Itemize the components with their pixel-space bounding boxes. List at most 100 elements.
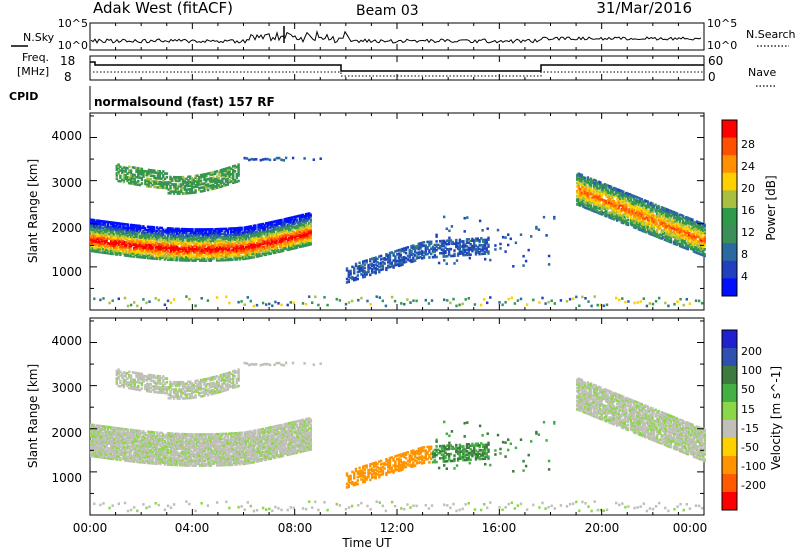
echo-cell: [469, 253, 471, 256]
echo-cell: [522, 255, 524, 258]
echo-cell: [153, 226, 155, 229]
echo-cell: [302, 302, 304, 305]
echo-cell: [627, 222, 629, 225]
echo-cell: [627, 219, 629, 222]
sky-tick-top: 10^5: [58, 17, 88, 30]
echo-cell: [269, 159, 271, 162]
echo-cell: [474, 303, 476, 306]
echo-cell: [234, 170, 236, 173]
echo-cell: [145, 302, 147, 305]
echo-cell: [599, 181, 601, 184]
echo-cell: [624, 301, 626, 304]
echo-cell: [194, 189, 196, 192]
echo-cell: [313, 158, 315, 161]
power-colorbar-segment: [722, 243, 737, 261]
echo-cell: [704, 253, 706, 256]
echo-cell: [599, 203, 601, 206]
echo-cell: [606, 304, 608, 307]
echo-cell: [622, 191, 624, 194]
echo-cell: [345, 303, 347, 306]
echo-cell: [216, 296, 218, 299]
echo-cell: [658, 297, 660, 300]
echo-cell: [701, 302, 703, 305]
echo-cell: [136, 305, 138, 308]
power-ytick-3000: 3000: [51, 176, 82, 190]
echo-cell: [158, 299, 160, 302]
echo-cell: [621, 297, 623, 300]
echo-cell: [584, 177, 586, 180]
echo-cell: [194, 305, 196, 308]
sky-noise-trace: [91, 26, 701, 43]
power-colorbar: [722, 120, 737, 297]
echo-cell: [575, 296, 577, 299]
echo-cell: [515, 242, 517, 245]
echo-cell: [119, 252, 121, 255]
power-y-ticks: 4000 3000 2000 1000: [51, 129, 82, 279]
echo-cell: [207, 299, 209, 302]
echo-cell: [225, 296, 227, 299]
echo-cell: [267, 158, 269, 161]
echo-cell: [435, 240, 437, 243]
echo-cell: [443, 299, 445, 302]
echo-cell: [501, 304, 503, 307]
echo-cell: [148, 300, 150, 303]
echo-cell: [464, 217, 466, 220]
echo-cell: [637, 301, 639, 304]
echo-cell: [468, 297, 470, 300]
echo-cell: [508, 298, 510, 301]
echo-cell: [538, 228, 540, 231]
power-colorbar-label: Power [dB]: [764, 175, 778, 240]
echo-cell: [141, 182, 143, 185]
echo-cell: [423, 241, 425, 244]
echo-cell: [448, 237, 450, 240]
echo-cell: [137, 180, 139, 183]
echo-cell: [391, 262, 393, 265]
echo-cell: [428, 302, 430, 305]
echo-cell: [246, 157, 248, 160]
echo-cell: [391, 296, 393, 299]
echo-cell: [510, 238, 512, 241]
echo-cell: [627, 300, 629, 303]
echo-cell: [127, 223, 129, 226]
echo-cell: [649, 302, 651, 305]
echo-cell: [119, 175, 121, 178]
echo-cell: [642, 215, 644, 218]
echo-cell: [400, 254, 402, 257]
echo-cell: [314, 296, 316, 299]
echo-cell: [405, 252, 407, 255]
echo-cell: [167, 300, 169, 303]
station-title: Adak West (fitACF): [93, 0, 233, 17]
echo-cell: [547, 301, 549, 304]
echo-cell: [486, 302, 488, 305]
echo-cell: [102, 297, 104, 300]
velocity-data-layer: [90, 362, 706, 513]
echo-cell: [255, 158, 257, 161]
echo-cell: [691, 219, 693, 222]
power-cbar-tick-20: 20: [741, 182, 755, 195]
echo-cell: [218, 177, 220, 180]
echo-cell: [207, 189, 209, 192]
echo-cell: [581, 296, 583, 299]
echo-cell: [369, 274, 371, 277]
echo-cell: [569, 298, 571, 301]
echo-cell: [93, 298, 95, 301]
echo-cell: [271, 305, 273, 308]
echo-cell: [471, 245, 473, 248]
echo-cell: [484, 245, 486, 248]
power-colorbar-segment: [722, 226, 737, 244]
sky-noise-line: [91, 32, 701, 43]
echo-cell: [451, 242, 453, 245]
echo-cell: [376, 295, 378, 298]
echo-cell: [305, 303, 307, 306]
echo-cell: [526, 303, 528, 306]
beam-title: Beam 03: [356, 3, 419, 19]
echo-cell: [664, 302, 666, 305]
echo-cell: [522, 264, 524, 267]
echo-cell: [480, 304, 482, 307]
echo-cell: [469, 257, 471, 260]
echo-cell: [274, 301, 276, 304]
power-colorbar-segment: [722, 155, 737, 173]
echo-cell: [655, 300, 657, 303]
echo-cell: [164, 304, 166, 307]
sky-label: N.Sky: [23, 31, 55, 44]
